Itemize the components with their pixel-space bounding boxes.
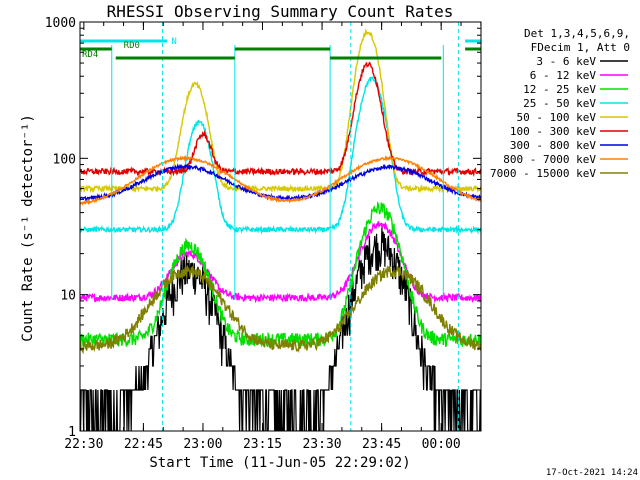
legend-label-4: 50 - 100 keV	[517, 111, 597, 124]
series-line-3	[80, 76, 481, 235]
chart-title: RHESSI Observing Summary Count Rates	[107, 2, 454, 21]
series-line-7	[80, 154, 481, 206]
legend-label-1: 6 - 12 keV	[530, 69, 597, 82]
y-tick-label-1: 10	[60, 289, 76, 304]
generation-timestamp: 17-Oct-2021 14:24	[546, 468, 638, 478]
legend-label-2: 12 - 25 keV	[523, 83, 596, 96]
legend-label-6: 300 - 800 keV	[510, 139, 596, 152]
series-line-2	[80, 200, 481, 348]
plot-frame	[79, 21, 482, 432]
y-axis-label: Count Rate (s⁻¹ detector⁻¹)	[20, 114, 36, 342]
x-tick-label-4: 23:30	[302, 437, 341, 452]
series-line-1	[80, 221, 481, 304]
legend-label-0: 3 - 6 keV	[536, 55, 596, 68]
series-line-6	[80, 162, 481, 202]
series-line-0	[80, 227, 481, 431]
axes: 1 10 100 1000 22:30 22:45 23:00 23:15 23:30 23:45…	[45, 16, 482, 452]
legend: Det 1,3,4,5,6,9,FDecim 1, Att 03 - 6 keV…	[490, 27, 630, 180]
x-axis-label: Start Time (11-Jun-05 22:29:02)	[149, 455, 410, 471]
legend-header-1: FDecim 1, Att 0	[531, 41, 630, 54]
legend-label-3: 25 - 50 keV	[523, 97, 596, 110]
series-line-8	[80, 265, 481, 355]
y-tick-label-2: 100	[53, 152, 76, 167]
x-tick-label-0: 22:30	[64, 437, 103, 452]
legend-label-7: 800 - 7000 keV	[503, 153, 596, 166]
legend-label-5: 100 - 300 keV	[510, 125, 596, 138]
y-tick-label-0: 1	[68, 425, 76, 440]
y-tick-label-3: 1000	[45, 16, 76, 31]
legend-header-0: Det 1,3,4,5,6,9,	[524, 27, 630, 40]
flag-label-1: RD0	[124, 41, 140, 51]
flag-label-0: N	[171, 37, 176, 47]
series-line-4	[80, 28, 481, 194]
x-tick-label-3: 23:15	[243, 437, 282, 452]
reference-lines	[111, 22, 459, 431]
plot-data-layer	[80, 28, 481, 431]
x-tick-label-1: 22:45	[124, 437, 163, 452]
flag-label-2: RD4	[82, 50, 98, 60]
legend-label-8: 7000 - 15000 keV	[490, 167, 596, 180]
x-tick-label-5: 23:45	[362, 437, 401, 452]
x-tick-label-6: 00:00	[422, 437, 461, 452]
instrument-flags: N RD0 RD4	[80, 37, 481, 60]
x-tick-label-2: 23:00	[183, 437, 222, 452]
